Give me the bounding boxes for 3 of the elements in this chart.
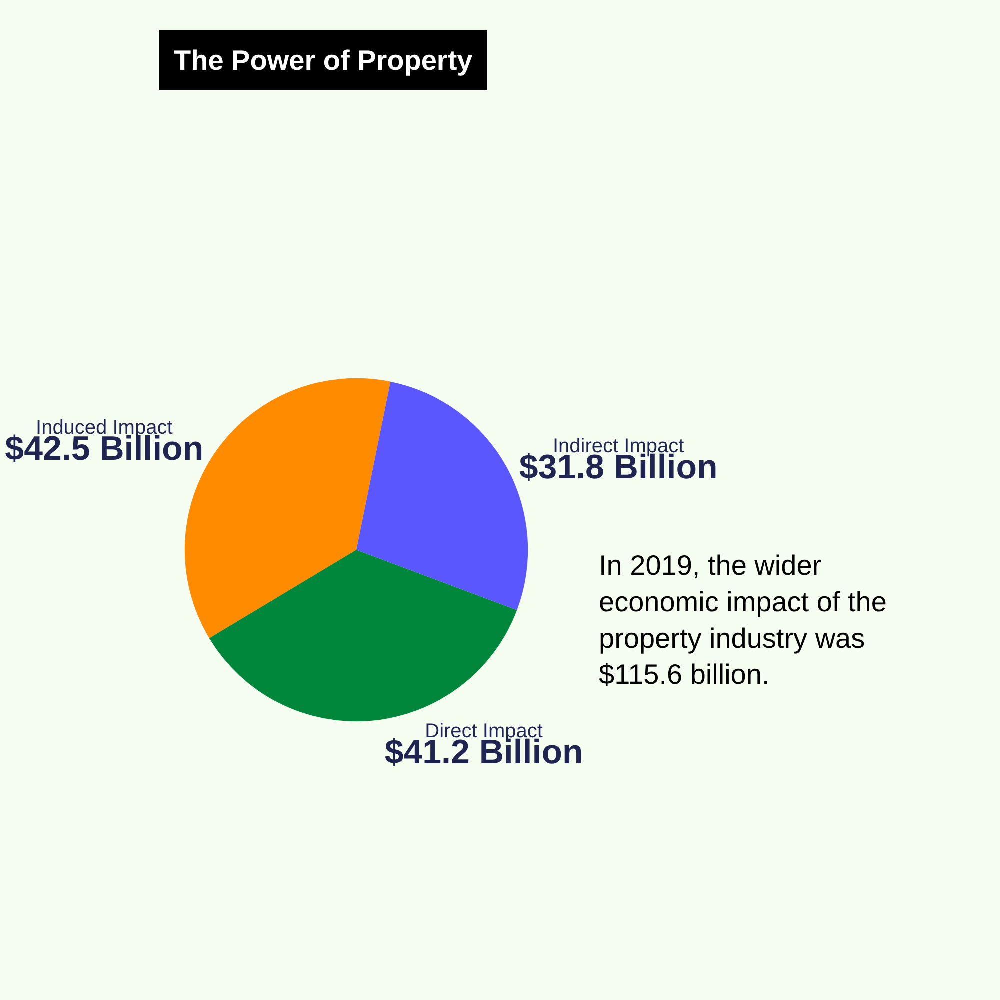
pie-slice xyxy=(209,550,518,722)
chart-title: The Power of Property xyxy=(174,45,474,76)
text: In 2019, the wider economic impact of the property industry was $115.6 billion. xyxy=(599,550,887,690)
